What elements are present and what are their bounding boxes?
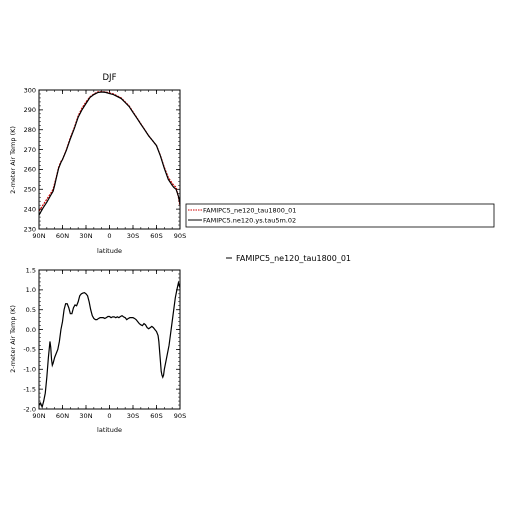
series-line-1 [38, 280, 181, 409]
y-tick-label: 230 [24, 225, 36, 233]
y-tick-label: 240 [24, 205, 36, 213]
y-tick-label: 300 [24, 86, 36, 94]
bottom-legend: FAMIPC5_ne120_tau1800_01 [226, 254, 351, 263]
x-tick-label: 60S [150, 412, 162, 420]
x-tick-label: 60S [150, 232, 162, 240]
x-tick-label: 30N [79, 232, 92, 240]
legend-label-series-2: FAMIPC5.ne120.ys.tau5m.02 [203, 217, 296, 225]
x-tick-label: 90S [174, 232, 186, 240]
top-chart-title: DJF [103, 73, 117, 83]
x-tick-label: 60N [56, 232, 69, 240]
bottom-series-lines [38, 280, 181, 409]
y-tick-label: -1.0 [23, 366, 36, 374]
bottom-axis-ticks: 90N 60N 30N 0 30S 60S 90S -2.0 -1.5 -1.0 -0.5 0.0 0.… [23, 266, 186, 420]
bottom-x-axis-label: latitude [97, 426, 122, 434]
y-tick-label: 270 [24, 146, 36, 154]
y-tick-label: 250 [24, 186, 36, 194]
y-tick-label: 290 [24, 106, 36, 114]
top-legend-box [185, 203, 495, 228]
y-tick-label: 1.5 [26, 266, 36, 274]
x-tick-label: 90N [32, 232, 45, 240]
x-tick-label: 90S [174, 412, 186, 420]
bottom-y-axis-label: 2-meter Air Temp (K) [9, 305, 17, 373]
y-tick-label: 1.0 [26, 286, 36, 294]
legend-label-bottom-series-1: FAMIPC5_ne120_tau1800_01 [236, 254, 351, 263]
y-tick-label: -2.0 [23, 405, 36, 413]
top-plot-frame [38, 89, 181, 230]
x-tick-label: 60N [56, 412, 69, 420]
top-y-axis-label: 2-meter Air Temp (K) [9, 126, 17, 194]
x-tick-label: 30S [127, 412, 139, 420]
y-tick-label: 260 [24, 166, 36, 174]
y-tick-label: -0.5 [23, 346, 36, 354]
x-tick-label: 30S [127, 232, 139, 240]
top-x-axis-label: latitude [97, 247, 122, 255]
legend-label-series-1: FAMIPC5_ne120_tau1800_01 [203, 207, 296, 215]
x-tick-label: 0 [107, 232, 111, 240]
x-tick-label: 30N [79, 412, 92, 420]
bottom-panel: 2-meter Air Temp (K) latitude 90N 60N 30N 0… [9, 266, 186, 434]
top-axis-ticks: 90N 60N 30N 0 30S 60S 90S 230 240 250 260 270 280 290… [24, 86, 187, 240]
y-tick-label: 0.5 [26, 306, 36, 314]
bottom-plot-frame [38, 269, 181, 410]
y-tick-label: 0.0 [26, 326, 36, 334]
y-tick-label: -1.5 [23, 385, 36, 393]
top-legend: FAMIPC5_ne120_tau1800_01 FAMIPC5.ne120.y… [185, 203, 495, 228]
x-tick-label: 90N [32, 412, 45, 420]
top-series-lines [38, 90, 181, 216]
series-line-2 [38, 91, 181, 216]
y-tick-label: 280 [24, 126, 36, 134]
top-panel: DJF 2-meter Air Temp (K) latitude 90N 60N… [9, 73, 186, 255]
x-tick-label: 0 [107, 412, 111, 420]
